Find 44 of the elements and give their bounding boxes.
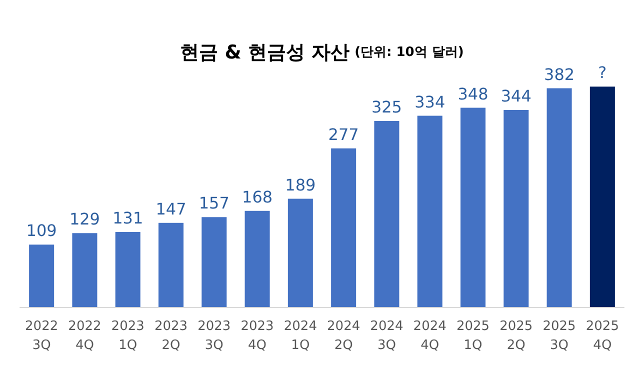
x-tick-label: 2023 3Q: [198, 319, 231, 353]
data-label: 157: [198, 194, 230, 213]
data-label: ?: [598, 63, 607, 82]
bar: [202, 217, 227, 307]
bar: [158, 222, 184, 307]
chart-subtitle: (단위: 10억 달러): [354, 45, 464, 60]
chart-title: 현금 & 현금성 자산: [180, 42, 350, 64]
bar: [288, 198, 313, 307]
data-label: 129: [69, 210, 100, 229]
bar: [590, 86, 615, 307]
bar: [546, 88, 572, 307]
x-tick-label: 2022 3Q: [25, 319, 58, 353]
x-tick-label: 2023 4Q: [240, 319, 274, 353]
data-label: 348: [458, 84, 488, 104]
data-label: 334: [414, 92, 446, 112]
data-label: 147: [156, 199, 186, 218]
bar: [460, 108, 486, 307]
bar: [244, 210, 270, 307]
x-tick-label: 2025 4Q: [586, 319, 619, 353]
x-tick-label: 2022 4Q: [68, 319, 102, 353]
data-label: 168: [242, 187, 273, 206]
data-label: 189: [285, 175, 316, 194]
x-tick-label: 2024 4Q: [413, 319, 446, 353]
data-label: 131: [112, 208, 144, 228]
bar: [331, 148, 356, 307]
x-tick-label: 2023 1Q: [111, 319, 144, 353]
x-tick-label: 2023 2Q: [154, 319, 188, 353]
bar: [374, 120, 400, 307]
data-label: 277: [328, 124, 359, 144]
x-tick-label: 2024 2Q: [327, 319, 360, 353]
bar: [29, 244, 54, 307]
x-tick-label: 2024 3Q: [370, 319, 404, 353]
bar: [504, 110, 529, 307]
data-label: 382: [544, 64, 575, 84]
data-label: 325: [371, 97, 402, 116]
x-tick-label: 2025 1Q: [456, 319, 490, 353]
data-label: 344: [500, 86, 532, 106]
data-label: 109: [26, 221, 57, 240]
bar: [72, 233, 98, 307]
x-tick-label: 2025 2Q: [500, 319, 533, 353]
x-tick-label: 2025 3Q: [542, 319, 576, 353]
bar: [417, 116, 442, 307]
x-tick-label: 2024 1Q: [284, 319, 317, 353]
bar: [115, 232, 140, 307]
